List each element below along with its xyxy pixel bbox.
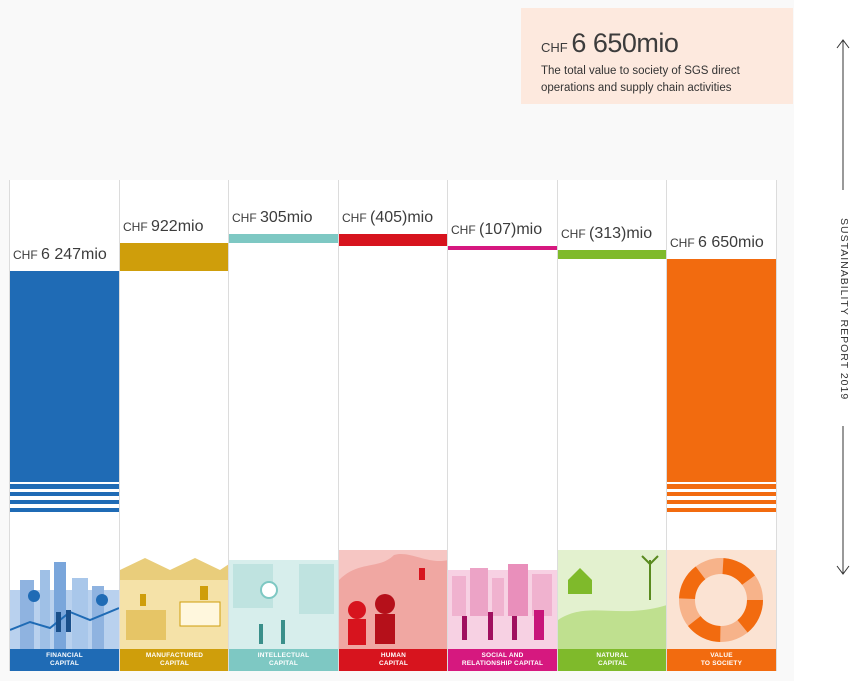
- chart-column: CHF (107)mio SOCIAL AND RELATIONSHIP CAPI…: [447, 180, 557, 671]
- chart-column: CHF (313)mio NATURAL CAPITAL: [557, 180, 667, 671]
- chart-bar: [339, 234, 448, 247]
- community-icon: [448, 550, 557, 649]
- caption-line2: CAPITAL: [49, 660, 80, 667]
- caption-line1: NATURAL: [596, 652, 629, 659]
- summary-value: 6 650mio: [571, 28, 679, 58]
- chart-column: CHF 6 247mio FINANCIAL CAPITAL: [9, 180, 120, 671]
- innovation-lab-icon: [229, 550, 338, 649]
- total-value-summary: CHF 6 650mio The total value to society …: [521, 8, 793, 104]
- summary-amount: CHF 6 650mio: [541, 30, 783, 61]
- chart-bar: [558, 249, 667, 260]
- bar-value-label: CHF 922mio: [123, 217, 203, 237]
- caption-line1: MANUFACTURED: [145, 652, 204, 659]
- chart-bar: [448, 246, 557, 251]
- bar-value-currency: CHF: [123, 220, 151, 235]
- bar-value-amount: (313)mio: [589, 224, 653, 242]
- caption-line2: CAPITAL: [268, 660, 299, 667]
- bar-stripe: [667, 500, 776, 504]
- bar-stripe: [667, 508, 776, 512]
- caption-line1: SOCIAL AND: [481, 652, 524, 659]
- caption-line2: TO SOCIETY: [700, 660, 743, 667]
- chart-column: CHF 6 650mio VALUE TO SOCIETY: [666, 180, 777, 671]
- caption-line2: CAPITAL: [159, 660, 190, 667]
- bar-value-amount: (107)mio: [479, 221, 543, 239]
- caption-line1: FINANCIAL: [46, 652, 83, 659]
- finance-city-icon: [9, 550, 120, 649]
- bar-value-label: CHF 6 247mio: [13, 245, 107, 265]
- bar-value-label: CHF (313)mio: [561, 224, 652, 244]
- factory-icon: [120, 550, 229, 649]
- category-caption: FINANCIAL CAPITAL: [10, 649, 119, 671]
- bar-stripe: [667, 484, 776, 489]
- bar-value-amount: 922mio: [151, 218, 204, 236]
- sustainability-report-label: SUSTAINABILITY REPORT 2019: [838, 218, 850, 401]
- bar-stripe: [10, 470, 119, 482]
- bar-value-amount: (405)mio: [370, 209, 434, 227]
- bar-value-amount: 6 650mio: [698, 234, 764, 252]
- bar-value-currency: CHF: [13, 248, 41, 263]
- category-caption: HUMAN CAPITAL: [339, 649, 448, 671]
- chart-bar: [667, 259, 776, 470]
- chart-bar: [229, 234, 338, 244]
- workers-icon: [339, 550, 448, 649]
- category-caption: MANUFACTURED CAPITAL: [120, 649, 229, 671]
- bar-stripes: [10, 470, 119, 530]
- chart-column: CHF 305mio INTELLECTUAL CAPITAL: [228, 180, 338, 671]
- caption-line1: INTELLECTUAL: [257, 652, 310, 659]
- caption-line1: VALUE: [710, 652, 733, 659]
- bar-stripe: [10, 484, 119, 489]
- bar-stripes: [667, 470, 776, 530]
- landscape-wind-icon: [558, 550, 667, 649]
- bar-stripe: [667, 492, 776, 496]
- summary-description-line2: operations and supply chain activities: [541, 82, 732, 94]
- caption-line2: CAPITAL: [378, 660, 409, 667]
- society-circle-icon: [667, 550, 776, 649]
- chart-bar: [120, 243, 229, 272]
- category-caption: SOCIAL AND RELATIONSHIP CAPITAL: [448, 649, 557, 671]
- summary-currency: CHF: [541, 40, 568, 55]
- bar-stripe: [10, 508, 119, 512]
- chart-column: CHF 922mio MANUFACTURED CAPITAL: [119, 180, 229, 671]
- bar-value-currency: CHF: [232, 211, 260, 226]
- bar-value-amount: 6 247mio: [41, 246, 107, 264]
- summary-description: The total value to society of SGS direct…: [541, 63, 783, 97]
- waterfall-chart: CHF 6 247mio FINANCIAL CAPITAL CHF 922mio …: [9, 180, 777, 671]
- chart-bar: [10, 271, 119, 470]
- chart-column: CHF (405)mio HUMAN CAPITAL: [338, 180, 448, 671]
- bar-stripe: [10, 492, 119, 496]
- category-caption: INTELLECTUAL CAPITAL: [229, 649, 338, 671]
- bar-value-currency: CHF: [670, 236, 698, 251]
- bar-value-currency: CHF: [342, 211, 370, 226]
- vertical-arrow-icon: [836, 39, 850, 575]
- bar-value-currency: CHF: [451, 223, 479, 238]
- bar-value-currency: CHF: [561, 226, 589, 241]
- bar-stripe: [10, 500, 119, 504]
- bar-value-label: CHF (107)mio: [451, 220, 542, 240]
- bar-stripe: [667, 470, 776, 482]
- category-caption: NATURAL CAPITAL: [558, 649, 667, 671]
- category-caption: VALUE TO SOCIETY: [667, 649, 776, 671]
- caption-line1: HUMAN: [380, 652, 407, 659]
- bar-value-amount: 305mio: [260, 209, 313, 227]
- bar-value-label: CHF (405)mio: [342, 208, 433, 228]
- caption-line2: RELATIONSHIP CAPITAL: [461, 660, 544, 667]
- bar-value-label: CHF 6 650mio: [670, 233, 764, 253]
- caption-line2: CAPITAL: [597, 660, 628, 667]
- summary-description-line1: The total value to society of SGS direct: [541, 65, 740, 77]
- bar-value-label: CHF 305mio: [232, 208, 312, 228]
